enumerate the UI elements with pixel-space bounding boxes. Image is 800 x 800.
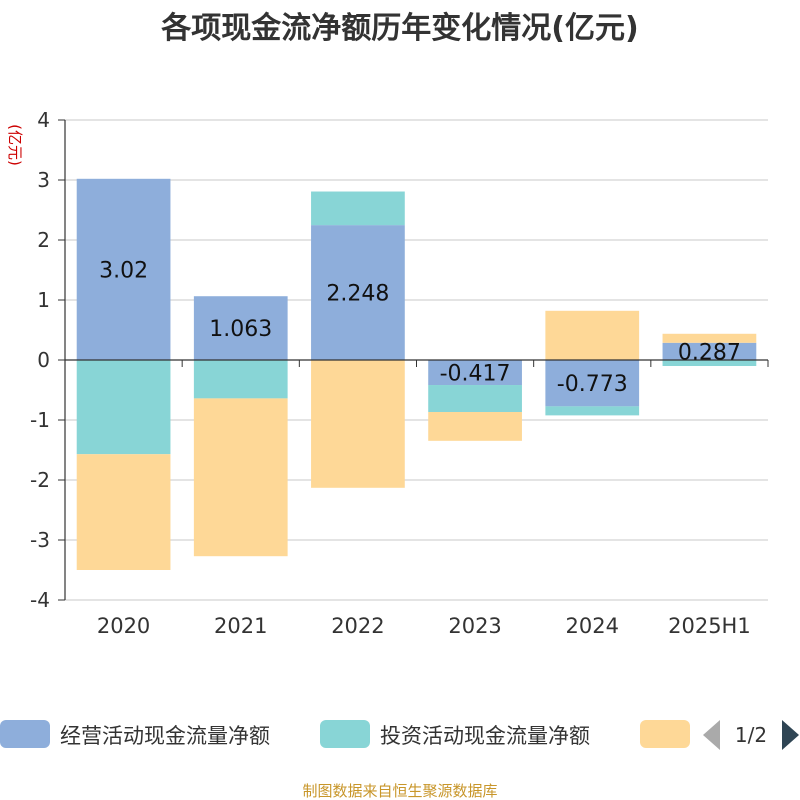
y-tick-label: -3	[30, 528, 50, 552]
bar-2021-s2	[193, 360, 288, 399]
legend: 经营活动现金流量净额 投资活动现金流量净额 1/2	[0, 720, 799, 750]
axes: -4 -3 -2 -1 0 1 2 3 4 2020 2021 2022 2023 2024 2025H1	[30, 108, 769, 638]
bar-series	[76, 178, 757, 570]
data-label: 0.287	[678, 340, 741, 365]
y-tick-label: 2	[37, 228, 50, 252]
bar-2024-s1	[545, 360, 640, 407]
bar-2023-s3	[428, 412, 522, 441]
legend-swatch	[0, 720, 50, 748]
bar-2024-s3	[545, 310, 640, 360]
x-tick-label: 2021	[214, 614, 267, 638]
y-axis-unit-label: (亿元)	[6, 124, 24, 166]
bar-2020-s1	[76, 178, 171, 360]
y-tick-label: 0	[37, 348, 50, 372]
legend-swatch	[640, 720, 690, 748]
data-label: 3.02	[99, 258, 148, 283]
legend-prev-arrow-icon[interactable]	[703, 720, 720, 750]
legend-label: 投资活动现金流量净额	[380, 724, 590, 748]
data-label: 2.248	[326, 282, 389, 307]
legend-label: 经营活动现金流量净额	[60, 724, 270, 748]
data-labels: 3.02 1.063 2.248 -0.417 -0.773 0.287	[99, 258, 741, 397]
x-tick-label: 2024	[566, 614, 619, 638]
x-tick-label: 2023	[448, 614, 501, 638]
bar-2023-s1	[428, 360, 522, 386]
bar-2025H1-s2	[662, 360, 757, 366]
x-tick-label: 2020	[97, 614, 150, 638]
bar-2024-s2	[545, 406, 640, 416]
bar-2023-s2	[428, 385, 522, 413]
legend-swatch	[320, 720, 370, 748]
y-tick-label: 3	[37, 168, 50, 192]
y-tick-label: -2	[30, 468, 50, 492]
bar-2021-s1	[193, 296, 288, 360]
bar-2022-s3	[311, 360, 405, 488]
y-tick-label: -4	[30, 588, 50, 612]
y-tick-label: 4	[37, 108, 50, 132]
chart-title: 各项现金流净额历年变化情况(亿元)	[160, 11, 638, 46]
legend-page-indicator: 1/2	[735, 723, 767, 747]
y-tick-label: 1	[37, 288, 50, 312]
x-tick-label: 2025H1	[668, 614, 751, 638]
bar-2022-s2	[311, 191, 405, 226]
x-tick-label: 2022	[331, 614, 384, 638]
data-label: 1.063	[209, 317, 272, 342]
bar-2021-s3	[193, 398, 288, 557]
bar-2025H1-s1	[662, 342, 757, 360]
bar-2022-s1	[311, 225, 405, 360]
bar-2025H1-s3	[662, 333, 757, 343]
y-tick-label: -1	[30, 408, 50, 432]
source-note: 制图数据来自恒生聚源数据库	[302, 782, 497, 800]
legend-next-arrow-icon[interactable]	[782, 720, 799, 750]
data-label: -0.417	[440, 362, 511, 387]
bar-2020-s3	[76, 454, 171, 570]
bar-2020-s2	[76, 360, 171, 455]
data-label: -0.773	[557, 372, 628, 397]
